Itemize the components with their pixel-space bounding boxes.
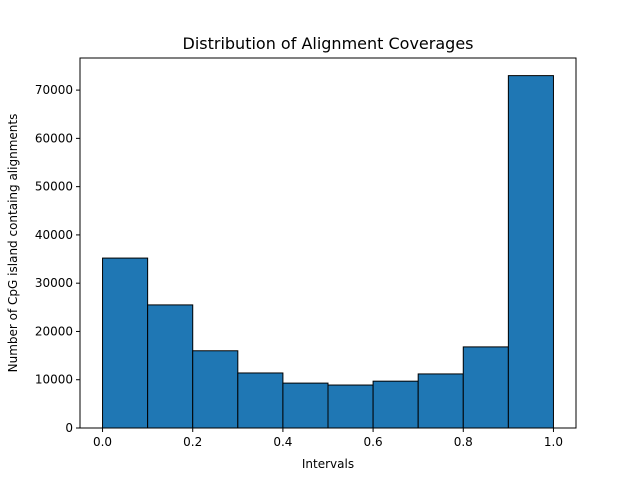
x-axis-label: Intervals — [302, 457, 354, 471]
histogram-bar-6 — [372, 380, 419, 429]
y-axis-label: Number of CpG island containg alignments — [6, 114, 20, 373]
chart-title: Distribution of Alignment Coverages — [183, 34, 474, 53]
plot-frame — [79, 57, 577, 429]
histogram-bar-1 — [147, 304, 194, 429]
histogram-bar-8 — [462, 346, 509, 429]
x-tick-label: 0.4 — [273, 435, 292, 449]
histogram-bar-9 — [507, 75, 554, 429]
histogram-bar-2 — [192, 350, 239, 429]
histogram-bar-3 — [237, 372, 284, 429]
x-tick-label: 0.8 — [454, 435, 473, 449]
x-tick-label: 0.2 — [183, 435, 202, 449]
y-tick-label: 60000 — [35, 131, 73, 145]
bars-group — [102, 75, 554, 429]
y-tick-label: 70000 — [35, 83, 73, 97]
y-axis-ticks: 0 10000 20000 30000 40000 50000 60000 70000 — [35, 83, 80, 435]
histogram-bar-7 — [417, 373, 464, 429]
x-tick-label: 0.0 — [93, 435, 112, 449]
x-tick-label: 1.0 — [544, 435, 563, 449]
x-axis-ticks: 0.0 0.2 0.4 0.6 0.8 1.0 — [93, 428, 563, 449]
y-tick-label: 40000 — [35, 228, 73, 242]
histogram-bar-5 — [327, 384, 374, 429]
x-tick-label: 0.6 — [364, 435, 383, 449]
y-tick-label: 30000 — [35, 276, 73, 290]
y-tick-label: 0 — [65, 421, 73, 435]
histogram-bar-4 — [282, 382, 329, 429]
y-tick-label: 20000 — [35, 324, 73, 338]
histogram-bar-0 — [102, 257, 149, 429]
y-tick-label: 10000 — [35, 373, 73, 387]
y-tick-label: 50000 — [35, 180, 73, 194]
